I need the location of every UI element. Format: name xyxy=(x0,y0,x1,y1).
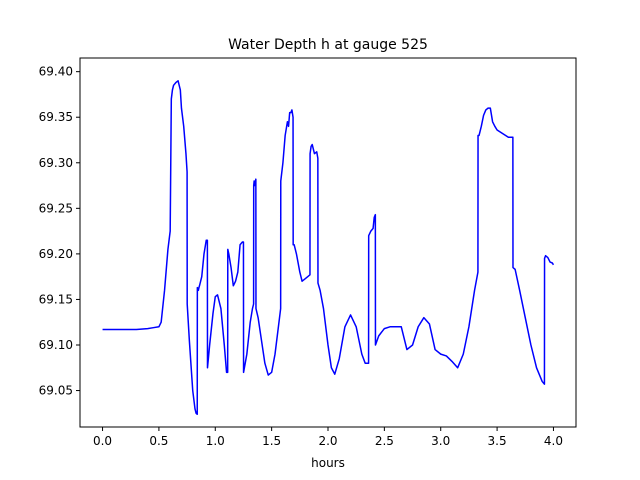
water-depth-line xyxy=(102,80,555,415)
y-tick-label: 69.40 xyxy=(39,65,73,79)
x-tick-label: 2.5 xyxy=(375,434,394,448)
y-tick-label: 69.35 xyxy=(39,110,73,124)
x-tick-label: 2.0 xyxy=(318,434,337,448)
x-tick-label: 0.0 xyxy=(93,434,112,448)
x-tick-label: 3.5 xyxy=(488,434,507,448)
x-tick-label: 1.0 xyxy=(206,434,225,448)
y-tick-label: 69.25 xyxy=(39,201,73,215)
x-tick-label: 4.0 xyxy=(544,434,563,448)
y-tick-label: 69.05 xyxy=(39,384,73,398)
x-tick-label: 3.0 xyxy=(431,434,450,448)
y-tick-label: 69.15 xyxy=(39,292,73,306)
y-tick-label: 69.10 xyxy=(39,338,73,352)
x-axis: 0.0 0.5 1.0 1.5 2.0 2.5 3.0 3.5 4.0 xyxy=(93,427,563,448)
x-tick-label: 0.5 xyxy=(149,434,168,448)
y-tick-label: 69.30 xyxy=(39,156,73,170)
y-tick-label: 69.20 xyxy=(39,247,73,261)
chart-title: Water Depth h at gauge 525 xyxy=(228,37,428,53)
x-tick-label: 1.5 xyxy=(262,434,281,448)
y-axis: 69.05 69.10 69.15 69.20 69.25 69.30 69.35 69.40 xyxy=(39,65,80,398)
x-axis-label: hours xyxy=(311,456,345,470)
